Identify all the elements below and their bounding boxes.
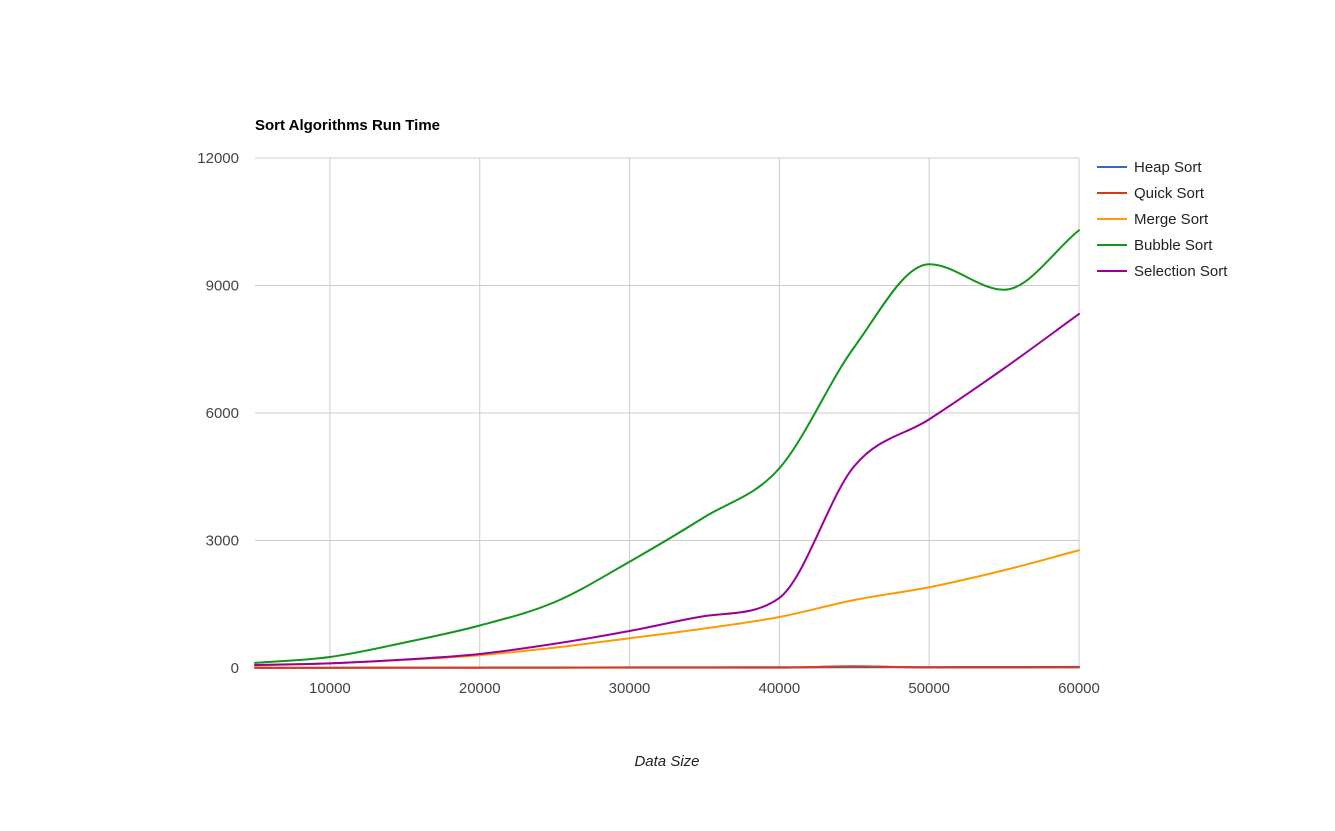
series-line-selection-sort xyxy=(254,312,1080,667)
x-tick-label: 30000 xyxy=(609,680,651,697)
legend-label: Heap Sort xyxy=(1134,159,1202,176)
x-tick-label: 40000 xyxy=(759,680,801,697)
legend-label: Merge Sort xyxy=(1134,211,1209,228)
y-tick-label: 9000 xyxy=(206,278,239,295)
chart-title: Sort Algorithms Run Time xyxy=(255,117,440,134)
x-tick-label: 10000 xyxy=(309,680,351,697)
axis-ticks: 0 3000 6000 9000 12000 10000 20000 30000 40000 50… xyxy=(197,150,1100,697)
y-tick-label: 3000 xyxy=(206,533,239,550)
grid xyxy=(255,157,1080,669)
series-line-bubble-sort xyxy=(254,229,1080,664)
legend-label: Bubble Sort xyxy=(1134,237,1213,254)
x-axis-title: Data Size xyxy=(634,753,699,770)
y-tick-label: 0 xyxy=(231,660,239,677)
y-tick-label: 12000 xyxy=(197,150,239,167)
series-lines xyxy=(254,229,1080,669)
x-tick-label: 60000 xyxy=(1058,680,1100,697)
series-line-quick-sort xyxy=(254,665,1080,669)
x-tick-label: 50000 xyxy=(908,680,950,697)
y-tick-label: 6000 xyxy=(206,405,239,422)
legend-label: Quick Sort xyxy=(1134,185,1205,202)
x-tick-label: 20000 xyxy=(459,680,501,697)
legend-label: Selection Sort xyxy=(1134,263,1228,280)
legend: Heap Sort Quick Sort Merge Sort Bubble Sort… xyxy=(1097,159,1228,280)
